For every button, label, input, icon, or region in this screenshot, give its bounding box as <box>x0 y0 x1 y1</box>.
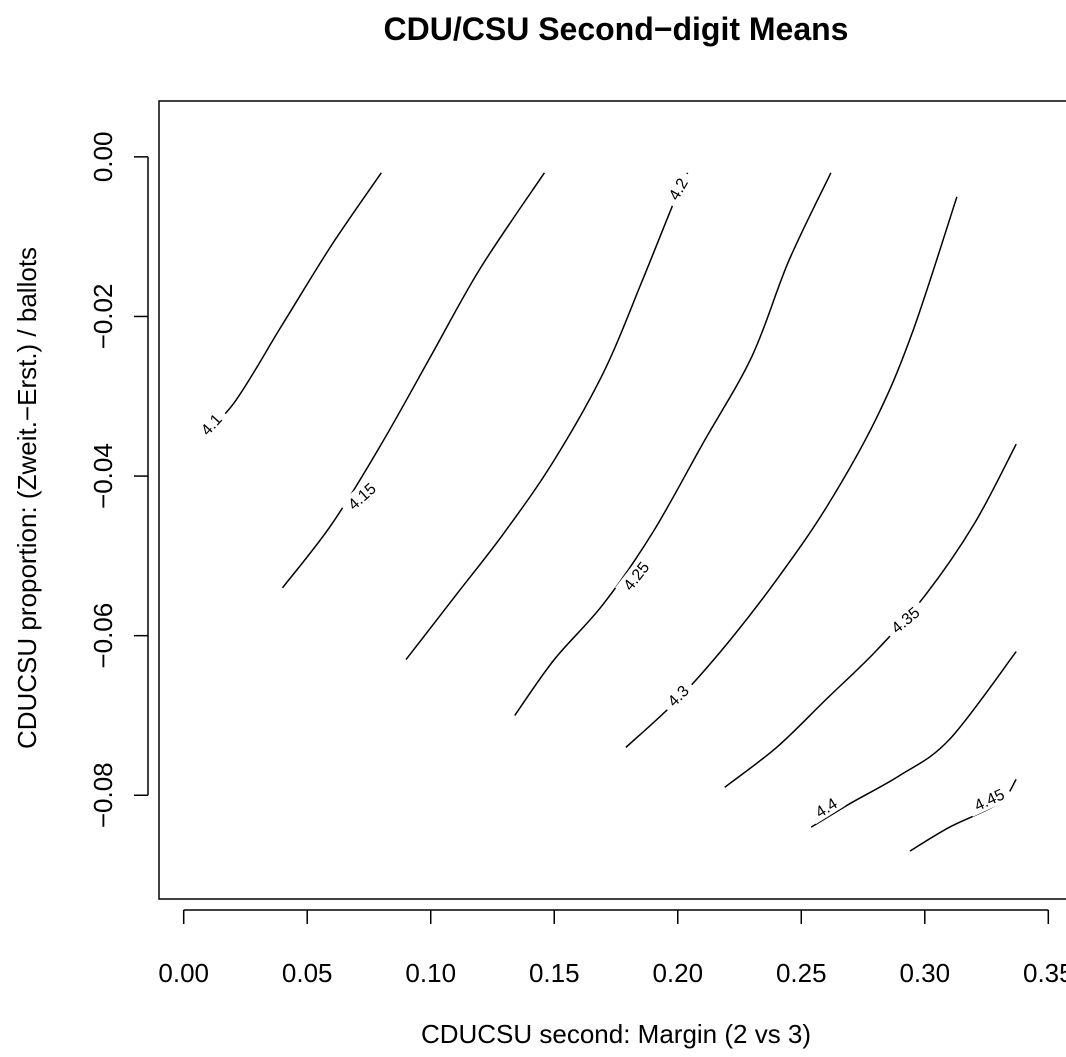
contour-line-4.1 <box>197 172 382 437</box>
contour-label-bg <box>661 169 695 209</box>
contour-label-group: 4.35 <box>882 598 928 641</box>
plot-frame <box>158 100 1066 900</box>
x-tick-label: 0.35 <box>1023 958 1066 988</box>
contour-label-bg <box>965 781 1013 817</box>
contour-label-group: 4.25 <box>615 552 657 599</box>
contour-label: 4.45 <box>972 786 1007 815</box>
contour-label-bg <box>659 676 697 715</box>
contour-label-group: 4.3 <box>659 676 697 715</box>
x-tick-label: 0.00 <box>158 958 209 988</box>
contour-label-group: 4.1 <box>192 405 230 444</box>
contour-line-4.15 <box>281 172 546 589</box>
y-axis: 0.00 −0.02 −0.04 −0.06 −0.08 <box>88 132 149 828</box>
x-axis: 0.00 0.05 0.10 0.15 0.20 0.25 0.30 0.35 <box>158 909 1066 988</box>
y-tick-label: −0.08 <box>88 762 118 828</box>
contour-label-bg <box>339 474 384 518</box>
y-tick-label: −0.06 <box>88 603 118 669</box>
y-tick-label: −0.02 <box>88 284 118 350</box>
contour-label-group: 4.15 <box>339 474 384 518</box>
y-axis-label: CDUCSU proportion: (Zweit.−Erst.) / ball… <box>12 247 42 749</box>
x-tick-label: 0.25 <box>776 958 827 988</box>
contour-label-bg <box>882 598 928 641</box>
x-tick-label: 0.10 <box>405 958 456 988</box>
x-tick-label: 0.15 <box>529 958 580 988</box>
contour-line-4.35 <box>724 443 1017 788</box>
x-axis-label: CDUCSU second: Margin (2 vs 3) <box>421 1019 811 1049</box>
x-tick-label: 0.05 <box>282 958 333 988</box>
contour-line-4.3 <box>625 196 958 748</box>
contour-line-4.4 <box>810 651 1017 828</box>
contour-label-group: 4.2 <box>661 169 695 209</box>
y-tick-label: −0.04 <box>88 443 118 509</box>
x-tick-label: 0.30 <box>899 958 950 988</box>
contour-label-bg <box>615 552 657 599</box>
contour-label-bg <box>806 790 846 825</box>
contour-line-4.2 <box>405 172 689 661</box>
contour-label-bg <box>192 405 230 444</box>
contour-label-group: 4.4 <box>806 790 846 825</box>
contour-lines: 4.1 4.15 4.2 4.25 4.3 4.35 4.4 4.45 <box>192 169 1017 852</box>
contour-label-group: 4.45 <box>965 781 1013 817</box>
y-tick-label: 0.00 <box>88 132 118 183</box>
contour-line-4.25 <box>514 172 832 716</box>
chart-title: CDU/CSU Second−digit Means <box>384 11 849 47</box>
x-tick-label: 0.20 <box>652 958 703 988</box>
